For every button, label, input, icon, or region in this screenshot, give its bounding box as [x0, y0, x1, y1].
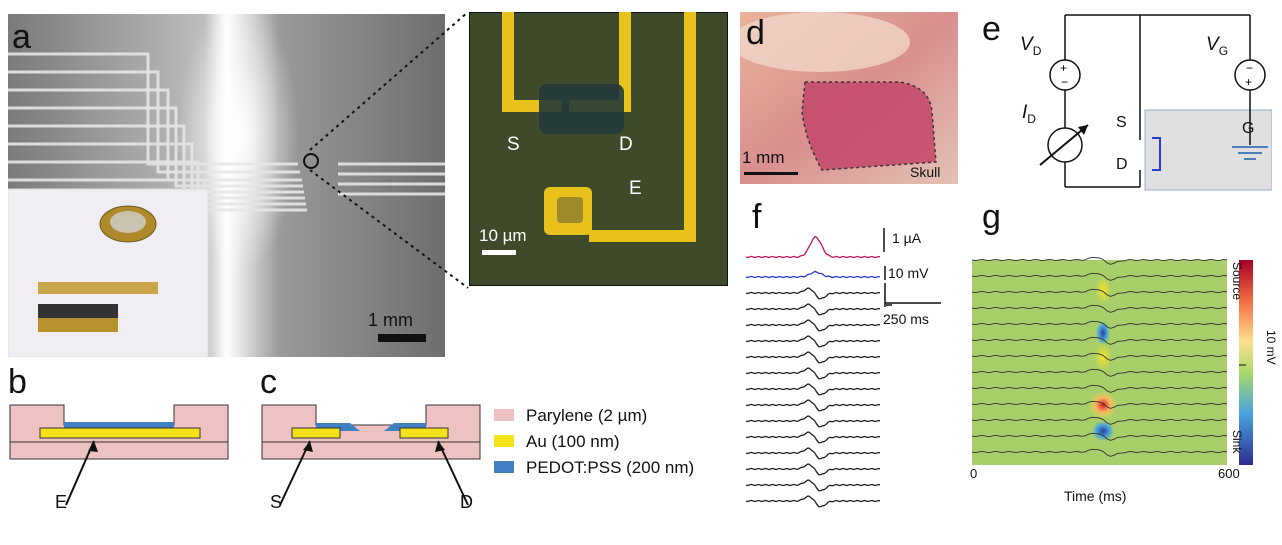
panel-b-letter: b: [8, 363, 27, 401]
panel-e-vg-label: VG: [1206, 34, 1228, 58]
panel-g-xmax: 600: [1218, 466, 1240, 481]
panel-f-traces: [745, 235, 892, 508]
micrograph-scalebar-label: 10 µm: [479, 226, 527, 245]
panel-g-channel-trace: [971, 320, 1228, 329]
transistor-micrograph: S D E 10 µm: [468, 11, 729, 287]
panel-f-current-scalebar: [883, 228, 885, 252]
panel-f-channel-trace: [745, 303, 881, 316]
svg-text:−: −: [1246, 61, 1253, 75]
panel-g-channel-trace: [971, 304, 1228, 313]
panel-e-s-label: S: [1116, 114, 1127, 131]
svg-text:+: +: [1060, 61, 1067, 75]
panel-g-channel-trace: [971, 400, 1228, 409]
panel-a-scalebar-label: 1 mm: [368, 310, 413, 330]
panel-g-colorbar-source: Source: [1230, 262, 1244, 301]
panel-g-channel-trace: [971, 416, 1228, 425]
panel-c-drain-label: D: [460, 492, 473, 512]
panel-e: + − − + e VD VG ID S D G: [980, 10, 1273, 192]
panel-f-voltage-scalebar: [884, 266, 886, 280]
panel-b-cross-section: [9, 404, 229, 506]
panel-c-letter: c: [260, 363, 277, 401]
svg-text:−: −: [1061, 75, 1068, 89]
panel-f-current-scale-label: 1 µA: [892, 230, 922, 246]
panel-a-scalebar: [378, 334, 426, 342]
panel-f-channel-trace: [745, 431, 881, 444]
panel-e-id-label: ID: [1022, 102, 1036, 126]
panel-f-letter: f: [752, 198, 762, 236]
legend-pedot-swatch: [494, 461, 514, 473]
panel-e-vd-symbol: V: [1020, 34, 1033, 55]
panel-f-channel-trace: [745, 399, 881, 412]
transistor-micrograph-image: [468, 11, 729, 287]
panel-g-heatmap: [971, 256, 1253, 465]
panel-d: d 1 mm Skull: [730, 12, 958, 184]
panel-e-vg-subscript: G: [1218, 43, 1229, 58]
panel-g-xmin: 0: [970, 466, 978, 481]
panel-d-letter: d: [746, 14, 765, 52]
panel-g-channel-trace: [971, 368, 1228, 377]
panel-g-channel-trace: [971, 256, 1228, 265]
micrograph-scalebar: [482, 250, 516, 255]
legend-pedot-label: PEDOT:PSS (200 nm): [526, 458, 695, 477]
panel-e-id-subscript: D: [1027, 111, 1036, 126]
panel-g-colorbar-sink: Sink: [1230, 430, 1244, 454]
panel-f-channel-trace: [745, 351, 881, 364]
panel-f-channel-trace: [745, 495, 881, 508]
panel-e-id-symbol: I: [1022, 102, 1028, 123]
panel-g-channel-trace: [971, 384, 1228, 393]
panel-g-channel-trace: [971, 272, 1228, 281]
panel-e-circuit: + − − +: [1039, 14, 1273, 191]
legend-parylene-label: Parylene (2 µm): [526, 406, 648, 425]
panel-f-time-scalebar: [885, 302, 941, 304]
panel-f-channel-trace: [745, 447, 881, 460]
panel-g-channel-trace: [971, 336, 1228, 345]
zoom-lines: [309, 11, 469, 289]
panel-f-channel-trace: [745, 335, 881, 348]
panel-f-channel-trace: [745, 319, 881, 332]
panel-e-vd-label: VD: [1020, 34, 1041, 58]
panel-a-letter: a: [12, 18, 31, 56]
panel-c-cross-section: [261, 404, 481, 506]
panel-f-channel-trace: [745, 367, 881, 380]
legend-parylene-swatch: [494, 409, 514, 421]
panel-f-channel-trace: [745, 463, 881, 476]
panel-c-source-label: S: [270, 492, 283, 512]
panel-d-scalebar: [744, 172, 798, 175]
panel-a: a 1 mm: [7, 0, 445, 358]
panel-f-voltage-trace: [745, 270, 881, 279]
panel-d-skull-label: Skull: [910, 164, 941, 180]
panel-d-scalebar-label: 1 mm: [742, 148, 785, 167]
panel-g-channel-trace: [971, 448, 1228, 457]
panel-e-vd-subscript: D: [1032, 43, 1042, 58]
panel-g-colorbar: [1239, 260, 1253, 465]
panel-e-g-label: G: [1242, 120, 1255, 137]
svg-text:+: +: [1245, 75, 1252, 89]
panel-g-xlabel: Time (ms): [1064, 488, 1127, 504]
panel-f-time-scale-label: 250 ms: [883, 311, 929, 327]
panel-g-colorbar-scale: 10 mV: [1264, 330, 1278, 365]
panel-f-voltage-scale-label: 10 mV: [888, 265, 929, 281]
panel-g-letter: g: [982, 198, 1001, 236]
panel-e-vg-symbol: V: [1206, 34, 1219, 55]
panel-a-micrograph: [7, 0, 445, 358]
panel-d-photo: [730, 12, 958, 184]
panel-g-channel-trace: [971, 352, 1228, 361]
panel-e-letter: e: [982, 10, 1001, 48]
panel-e-d-label: D: [1116, 156, 1128, 173]
legend-au-label: Au (100 nm): [526, 432, 620, 451]
panel-f-channel-trace: [745, 287, 881, 300]
panel-g-channel-trace: [971, 432, 1228, 441]
panel-g-channel-trace: [971, 288, 1228, 297]
micrograph-drain-label: D: [619, 134, 633, 155]
legend-au-swatch: [494, 435, 514, 447]
micrograph-electrode-label: E: [629, 178, 642, 199]
panel-f-channel-trace: [745, 383, 881, 396]
panel-f-current-trace: [745, 235, 881, 259]
micrograph-source-label: S: [507, 134, 520, 155]
panel-f-channel-trace: [745, 415, 881, 428]
panel-f-channel-trace: [745, 479, 881, 492]
panel-b-electrode-label: E: [55, 492, 68, 512]
